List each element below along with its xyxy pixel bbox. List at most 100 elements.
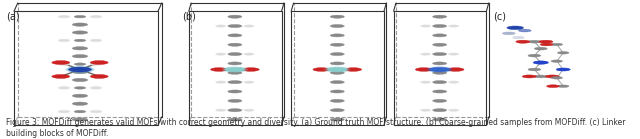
Circle shape [330,71,344,74]
Circle shape [324,67,350,72]
Circle shape [433,109,447,112]
Circle shape [433,43,447,46]
Circle shape [58,15,70,18]
Circle shape [330,24,344,28]
Circle shape [433,53,447,56]
Circle shape [330,53,344,56]
Circle shape [513,36,524,39]
Circle shape [539,40,553,43]
Circle shape [58,87,70,89]
Circle shape [222,67,248,72]
Circle shape [449,109,459,111]
Circle shape [74,87,86,89]
Circle shape [216,25,226,27]
Circle shape [74,15,86,18]
Circle shape [449,53,459,55]
Circle shape [330,81,344,84]
Circle shape [228,15,242,18]
Circle shape [449,81,459,83]
Circle shape [420,81,431,83]
Circle shape [216,53,226,55]
Text: (b): (b) [182,11,196,21]
Circle shape [244,25,254,27]
Circle shape [74,110,86,113]
Circle shape [534,75,547,78]
Circle shape [502,32,515,35]
Circle shape [90,39,102,42]
Circle shape [433,118,447,121]
Circle shape [90,87,102,89]
Text: Figure 3: MOFDiff generates valid MOFs with correct geometry and diversity. (a) : Figure 3: MOFDiff generates valid MOFs w… [6,118,626,138]
Circle shape [516,40,530,43]
Circle shape [58,110,70,113]
Circle shape [327,67,348,72]
Circle shape [74,39,86,42]
Circle shape [72,94,88,97]
Circle shape [52,75,70,78]
Circle shape [551,43,563,46]
Circle shape [228,71,242,74]
Circle shape [68,67,92,72]
Circle shape [557,52,569,54]
Circle shape [518,29,531,32]
Circle shape [449,25,459,27]
Circle shape [90,61,108,64]
Circle shape [545,75,559,78]
Circle shape [330,118,344,121]
Circle shape [244,109,254,111]
Circle shape [433,24,447,28]
Circle shape [551,60,563,62]
Circle shape [557,68,569,71]
Circle shape [429,67,450,72]
Circle shape [528,68,541,71]
Circle shape [420,53,431,55]
Circle shape [433,99,447,102]
Circle shape [228,34,242,37]
Circle shape [228,24,242,28]
Circle shape [52,61,70,64]
Circle shape [330,90,344,93]
Circle shape [90,75,108,78]
Circle shape [528,54,541,57]
Circle shape [244,81,254,83]
Circle shape [547,85,559,88]
Circle shape [330,99,344,102]
Circle shape [420,109,431,111]
Circle shape [228,81,242,84]
Circle shape [330,109,344,112]
Circle shape [507,26,524,30]
Circle shape [228,90,242,93]
Circle shape [72,118,88,121]
Circle shape [330,34,344,37]
Circle shape [228,53,242,56]
Circle shape [522,75,536,78]
Circle shape [533,61,548,64]
Circle shape [216,109,226,111]
Circle shape [216,81,226,83]
Circle shape [66,66,94,73]
Circle shape [58,39,70,42]
Circle shape [243,68,259,71]
Circle shape [72,70,88,74]
Circle shape [556,68,570,71]
Circle shape [551,77,563,79]
Circle shape [228,99,242,102]
Circle shape [433,62,447,65]
Circle shape [228,62,242,65]
Circle shape [90,110,102,113]
Circle shape [330,62,344,65]
Text: (a): (a) [6,11,20,21]
Circle shape [330,43,344,46]
Circle shape [540,43,553,46]
Circle shape [433,71,447,74]
Circle shape [330,15,344,18]
Circle shape [211,68,227,71]
Circle shape [313,68,330,71]
Circle shape [90,63,102,65]
Circle shape [72,47,88,50]
Circle shape [433,15,447,18]
Circle shape [74,63,86,65]
Circle shape [72,23,88,26]
Circle shape [433,90,447,93]
Circle shape [244,53,254,55]
